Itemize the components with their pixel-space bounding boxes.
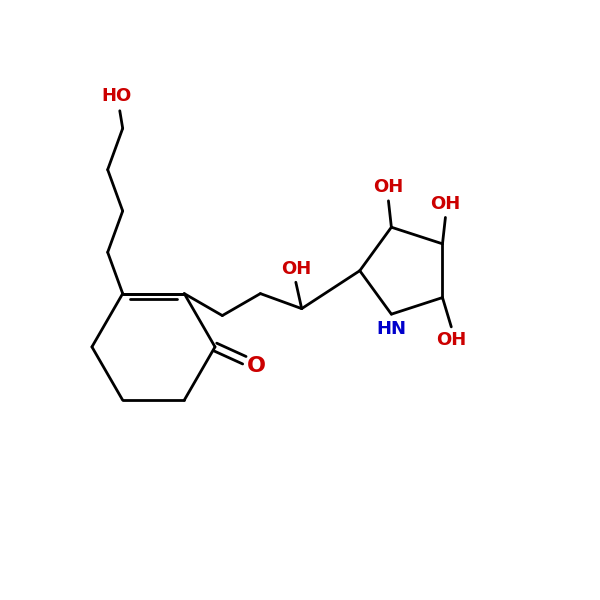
Text: OH: OH <box>373 178 404 196</box>
Text: HN: HN <box>376 320 406 338</box>
Text: OH: OH <box>436 331 466 349</box>
Text: OH: OH <box>281 260 311 278</box>
Text: O: O <box>247 356 266 376</box>
Text: OH: OH <box>430 195 461 213</box>
Text: HO: HO <box>102 87 132 105</box>
